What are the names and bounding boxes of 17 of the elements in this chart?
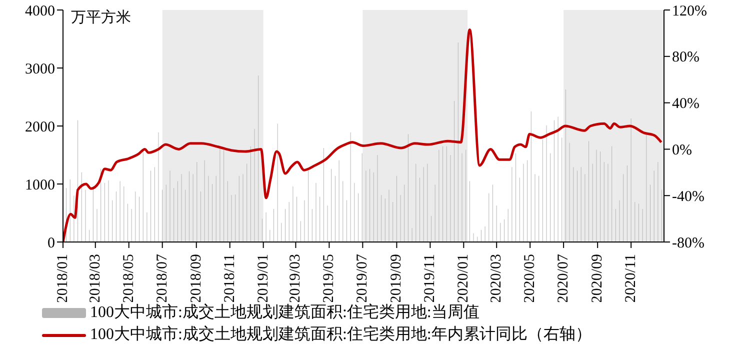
legend-label: 100大中城市:成交土地规划建筑面积:住宅类用地:年内累计同比（右轴） (90, 324, 592, 345)
y-tick-label: 4000 (25, 3, 55, 20)
y-tick-label: 0 (48, 235, 55, 252)
x-tick-label: 2018/11 (222, 254, 238, 303)
y2-tick-label: 120% (672, 3, 707, 20)
y2-tick-label: -40% (672, 188, 704, 205)
y-axis-title: 万平方米 (71, 9, 131, 26)
y2-tick-label: 80% (672, 50, 700, 66)
x-tick-label: 2020/11 (623, 254, 640, 303)
y2-tick-label: 40% (672, 96, 700, 112)
x-tick-label: 2019/11 (422, 254, 438, 303)
y-tick-label: 3000 (25, 61, 55, 78)
y2-tick-label: 0% (672, 142, 692, 159)
y2-tick-label: -80% (672, 235, 704, 252)
y-tick-label: 1000 (25, 177, 55, 194)
y-tick-label: 2000 (25, 119, 55, 136)
legend-label: 100大中城市:成交土地规划建筑面积:住宅类用地:当周值 (90, 302, 480, 323)
